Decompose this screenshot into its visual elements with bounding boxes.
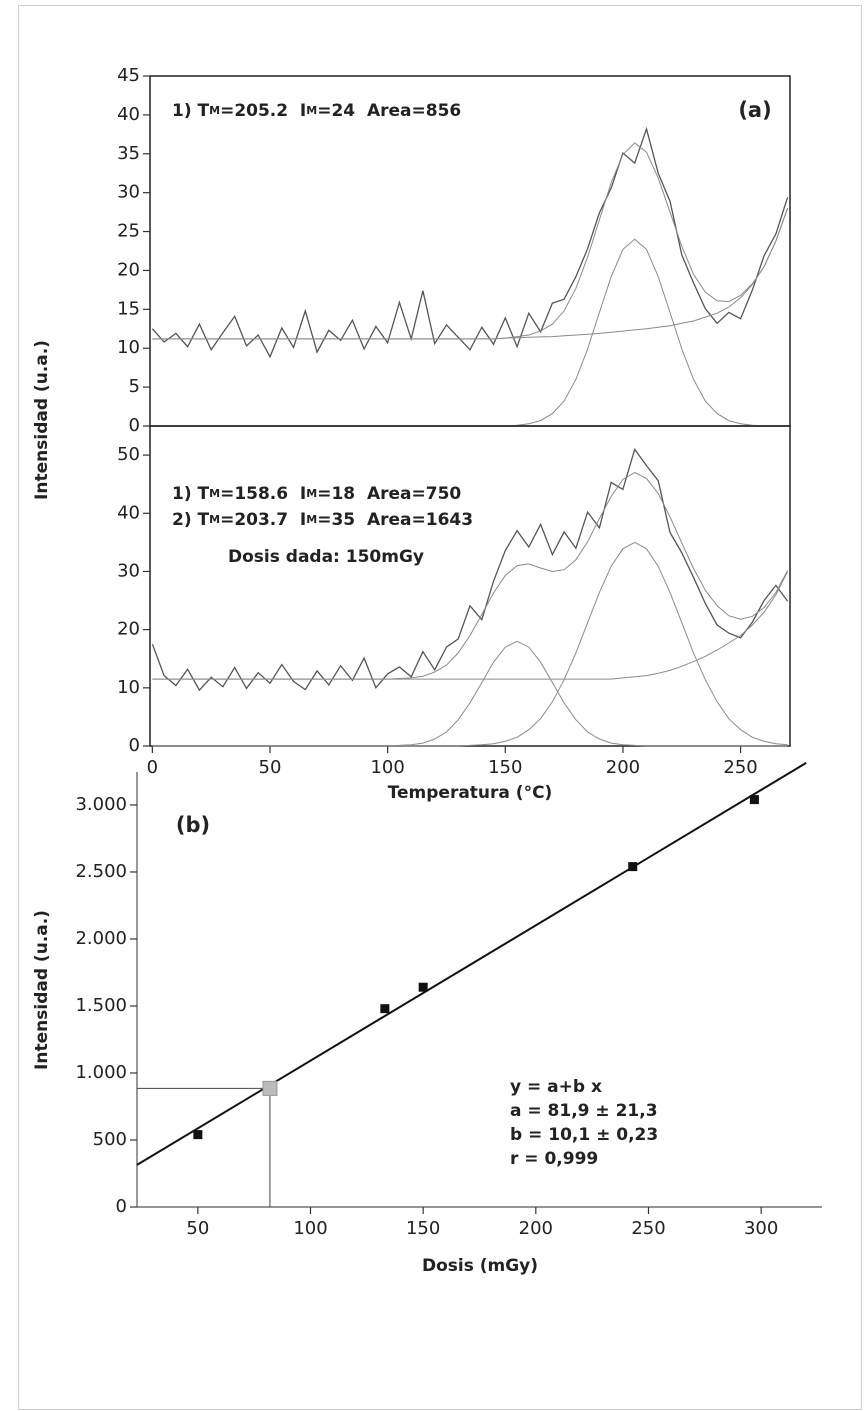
annotation-part: 1) T (172, 484, 210, 504)
annotation: Dosis dada: 150mGy (228, 547, 424, 567)
x-tick-label: 100 (293, 1218, 327, 1239)
annotation: 1) TM=158.6 IM=18 Area=750 (172, 484, 461, 504)
y-tick-label: 500 (93, 1129, 127, 1150)
y-tick-label: 0 (129, 415, 140, 436)
x-tick-label: 100 (370, 757, 404, 778)
panel: 0 10 20 30 40 50 0 50 100 150 200 250 Temperatura (°… (117, 425, 791, 803)
data-point (380, 1004, 390, 1014)
x-tick-label: 200 (606, 757, 640, 778)
annotation-subscript: M (209, 487, 220, 500)
x-tick-label: 0 (147, 757, 158, 778)
fit-line (152, 142, 789, 340)
y-tick-label: 40 (117, 502, 140, 523)
y-tick-label: 35 (117, 143, 140, 164)
estimated-point (262, 1080, 278, 1096)
annotation-part: =18 Area=750 (317, 484, 461, 504)
y-tick-label: 20 (117, 259, 140, 280)
y-tick-label: 25 (117, 221, 140, 242)
y-tick-label: 5 (129, 376, 140, 397)
figure-frame (18, 5, 862, 1410)
y-tick-label: 0 (116, 1196, 127, 1217)
annotation: a = 81,9 ± 21,3 (510, 1101, 658, 1121)
data-point (628, 862, 638, 872)
fit-line (152, 541, 788, 747)
y-tick-label: 40 (117, 104, 140, 125)
annotation-part: Dosis dada: 150mGy (228, 547, 424, 567)
y-axis-label: Intensidad (u.a.) (32, 910, 52, 1070)
fit-line (152, 238, 788, 427)
annotation: 1) TM=205.2 IM=24 Area=856 (172, 101, 461, 121)
y-tick-label: 50 (117, 444, 140, 465)
panel: 0 5 10 15 20 25 30 35 40 45 Intensidad (u.a.) (a) 1)… (32, 65, 791, 500)
fit-line (136, 762, 807, 1166)
y-tick-label: 1.000 (75, 1062, 127, 1083)
x-tick-label: 150 (488, 757, 522, 778)
y-tick-label: 45 (117, 65, 140, 86)
annotation-part: =203.7 I (220, 510, 306, 530)
fit-line (152, 571, 789, 680)
y-tick-label: 30 (117, 182, 140, 203)
signal-line (151, 447, 789, 692)
y-tick-label: 10 (117, 337, 140, 358)
data-point (193, 1130, 203, 1140)
y-tick-label: 0 (129, 735, 140, 756)
x-tick-label: 50 (259, 757, 282, 778)
x-tick-label: 150 (406, 1218, 440, 1239)
y-tick-label: 2.000 (75, 928, 127, 949)
y-axis-label: Intensidad (u.a.) (32, 340, 52, 500)
annotation-subscript: M (306, 513, 317, 526)
y-tick-label: 10 (117, 677, 140, 698)
annotation-part: 1) T (172, 101, 210, 121)
y-tick-label: 20 (117, 619, 140, 640)
x-tick-label: 300 (744, 1218, 778, 1239)
signal-line (151, 126, 789, 359)
annotation: 2) TM=203.7 IM=35 Area=1643 (172, 510, 473, 530)
panel: 0 500 1.000 1.500 2.000 2.500 3.000 50 100 150 200… (32, 762, 822, 1276)
annotation-part: =158.6 I (220, 484, 306, 504)
annotation-part: 2) T (172, 510, 210, 530)
fit-line (152, 208, 789, 340)
annotation-part: =205.2 I (220, 101, 306, 121)
plot-frame (149, 425, 791, 747)
y-tick-label: 3.000 (75, 794, 127, 815)
fit-line (152, 640, 788, 747)
y-tick-label: 30 (117, 560, 140, 581)
annotation-part: =24 Area=856 (317, 101, 461, 121)
x-axis-label: Dosis (mGy) (422, 1256, 538, 1276)
data-point (418, 982, 428, 992)
x-tick-label: 250 (723, 757, 757, 778)
panel-label: (b) (176, 813, 210, 837)
x-tick-label: 250 (631, 1218, 665, 1239)
x-tick-label: 200 (519, 1218, 553, 1239)
y-tick-label: 1.500 (75, 995, 127, 1016)
fit-line (152, 471, 789, 680)
y-tick-label: 2.500 (75, 861, 127, 882)
annotation-subscript: M (209, 513, 220, 526)
x-axis-label: Temperatura (°C) (388, 783, 553, 803)
annotation-subscript: M (209, 104, 220, 117)
annotation-subscript: M (306, 487, 317, 500)
annotation: r = 0,999 (510, 1149, 598, 1169)
annotation-part: =35 Area=1643 (317, 510, 473, 530)
data-point (749, 795, 759, 805)
y-tick-label: 15 (117, 298, 140, 319)
annotation: y = a+b x (510, 1077, 602, 1097)
annotation: b = 10,1 ± 0,23 (510, 1125, 658, 1145)
annotation-subscript: M (306, 104, 317, 117)
plot-frame (149, 75, 791, 427)
x-tick-label: 50 (186, 1218, 209, 1239)
panel-label: (a) (738, 98, 771, 122)
